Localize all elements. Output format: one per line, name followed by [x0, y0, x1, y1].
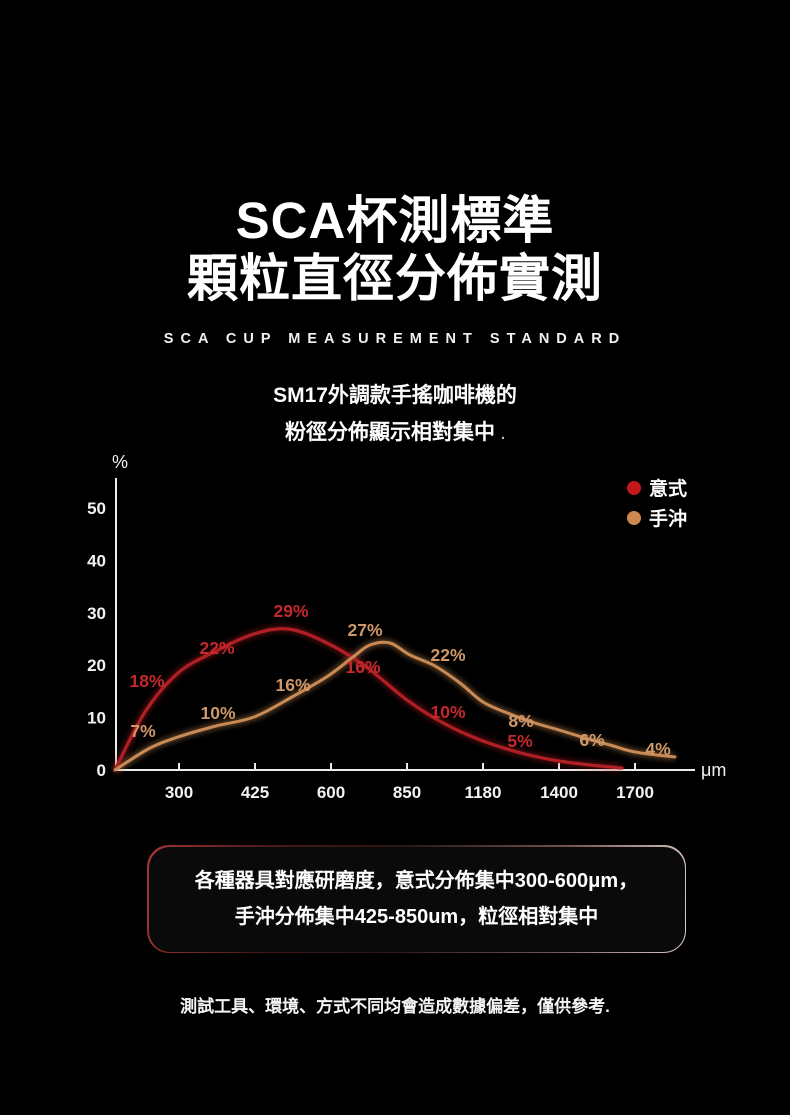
value-label-意式: 22% [199, 638, 234, 658]
line-chart-svg: 0 10 20 30 40 50 300 425 600 850 1180 1400 1700 18% 22… [87, 452, 726, 802]
disclaimer-text: 測試工具、環境、方式不同均會造成數據偏差，僅供參考. [180, 997, 610, 1016]
y-tick-label: 50 [87, 499, 106, 518]
description-line-2: 粉徑分佈顯示相對集中 . [284, 421, 505, 444]
title-line-1: SCA杯測標準 [235, 192, 555, 249]
legend-dot-espresso-icon [627, 480, 641, 495]
note-line-1: 各種器具對應研磨度，意式分佈集中300-600μm， [194, 870, 639, 892]
note-box: 各種器具對應研磨度，意式分佈集中300-600μm， 手沖分佈集中425-850… [147, 845, 686, 953]
legend-item-pourover: 手沖 [627, 506, 688, 530]
value-label-手沖: 10% [200, 703, 235, 723]
y-tick-label: 40 [87, 551, 106, 570]
x-axis-unit-label: μm [701, 760, 726, 780]
x-tick-label: 850 [393, 783, 421, 800]
legend-label-espresso: 意式 [649, 479, 688, 500]
value-label-意式: 16% [345, 657, 380, 677]
value-label-手沖: 8% [508, 711, 534, 731]
value-label-手沖: 27% [347, 620, 382, 640]
x-tick-label: 1700 [616, 783, 654, 800]
value-label-意式: 10% [430, 702, 465, 722]
x-tick-label: 300 [165, 783, 193, 800]
chart-legend: 意式 手沖 [627, 476, 687, 536]
x-tick-label: 425 [241, 783, 269, 800]
legend-item-espresso: 意式 [627, 476, 688, 500]
description-period: . [500, 426, 505, 443]
note-line-2: 手沖分佈集中425-850um，粒徑相對集中 [234, 906, 599, 928]
y-tick-label: 30 [87, 604, 106, 623]
x-tick-label: 1400 [540, 783, 578, 800]
y-axis-unit-label: % [112, 452, 128, 472]
legend-label-pourover: 手沖 [649, 509, 688, 530]
value-label-意式: 18% [129, 671, 164, 691]
note-box-inner: 各種器具對應研磨度，意式分佈集中300-600μm， 手沖分佈集中425-850… [148, 846, 685, 952]
y-tick-label: 20 [87, 656, 106, 675]
x-tick-label: 600 [317, 783, 345, 800]
x-tick-label: 1180 [465, 783, 502, 800]
value-label-手沖: 7% [130, 721, 156, 741]
y-tick-label: 10 [87, 709, 106, 728]
series-line-手沖 [113, 640, 677, 772]
value-label-手沖: 4% [645, 739, 671, 759]
description: SM17外調款手搖咖啡機的 粉徑分佈顯示相對集中 . [0, 377, 790, 453]
description-line-1: SM17外調款手搖咖啡機的 [273, 384, 517, 407]
page-title: SCA杯測標準 顆粒直徑分佈實測 [0, 192, 790, 308]
value-label-手沖: 6% [579, 730, 605, 750]
value-label-意式: 5% [507, 731, 533, 751]
y-tick-label: 0 [97, 761, 106, 780]
legend-dot-pourover-icon [627, 510, 641, 525]
series-glow-意式 [112, 625, 623, 772]
subtitle-english: SCA CUP MEASUREMENT STANDARD [163, 331, 627, 347]
series-line-意式 [113, 627, 624, 772]
title-line-2: 顆粒直徑分佈實測 [186, 250, 603, 307]
value-label-手沖: 16% [275, 675, 310, 695]
value-label-手沖: 22% [430, 645, 465, 665]
value-label-意式: 29% [273, 601, 308, 621]
distribution-chart: 0 10 20 30 40 50 300 425 600 850 1180 1400 1700 18% 22… [70, 450, 730, 802]
